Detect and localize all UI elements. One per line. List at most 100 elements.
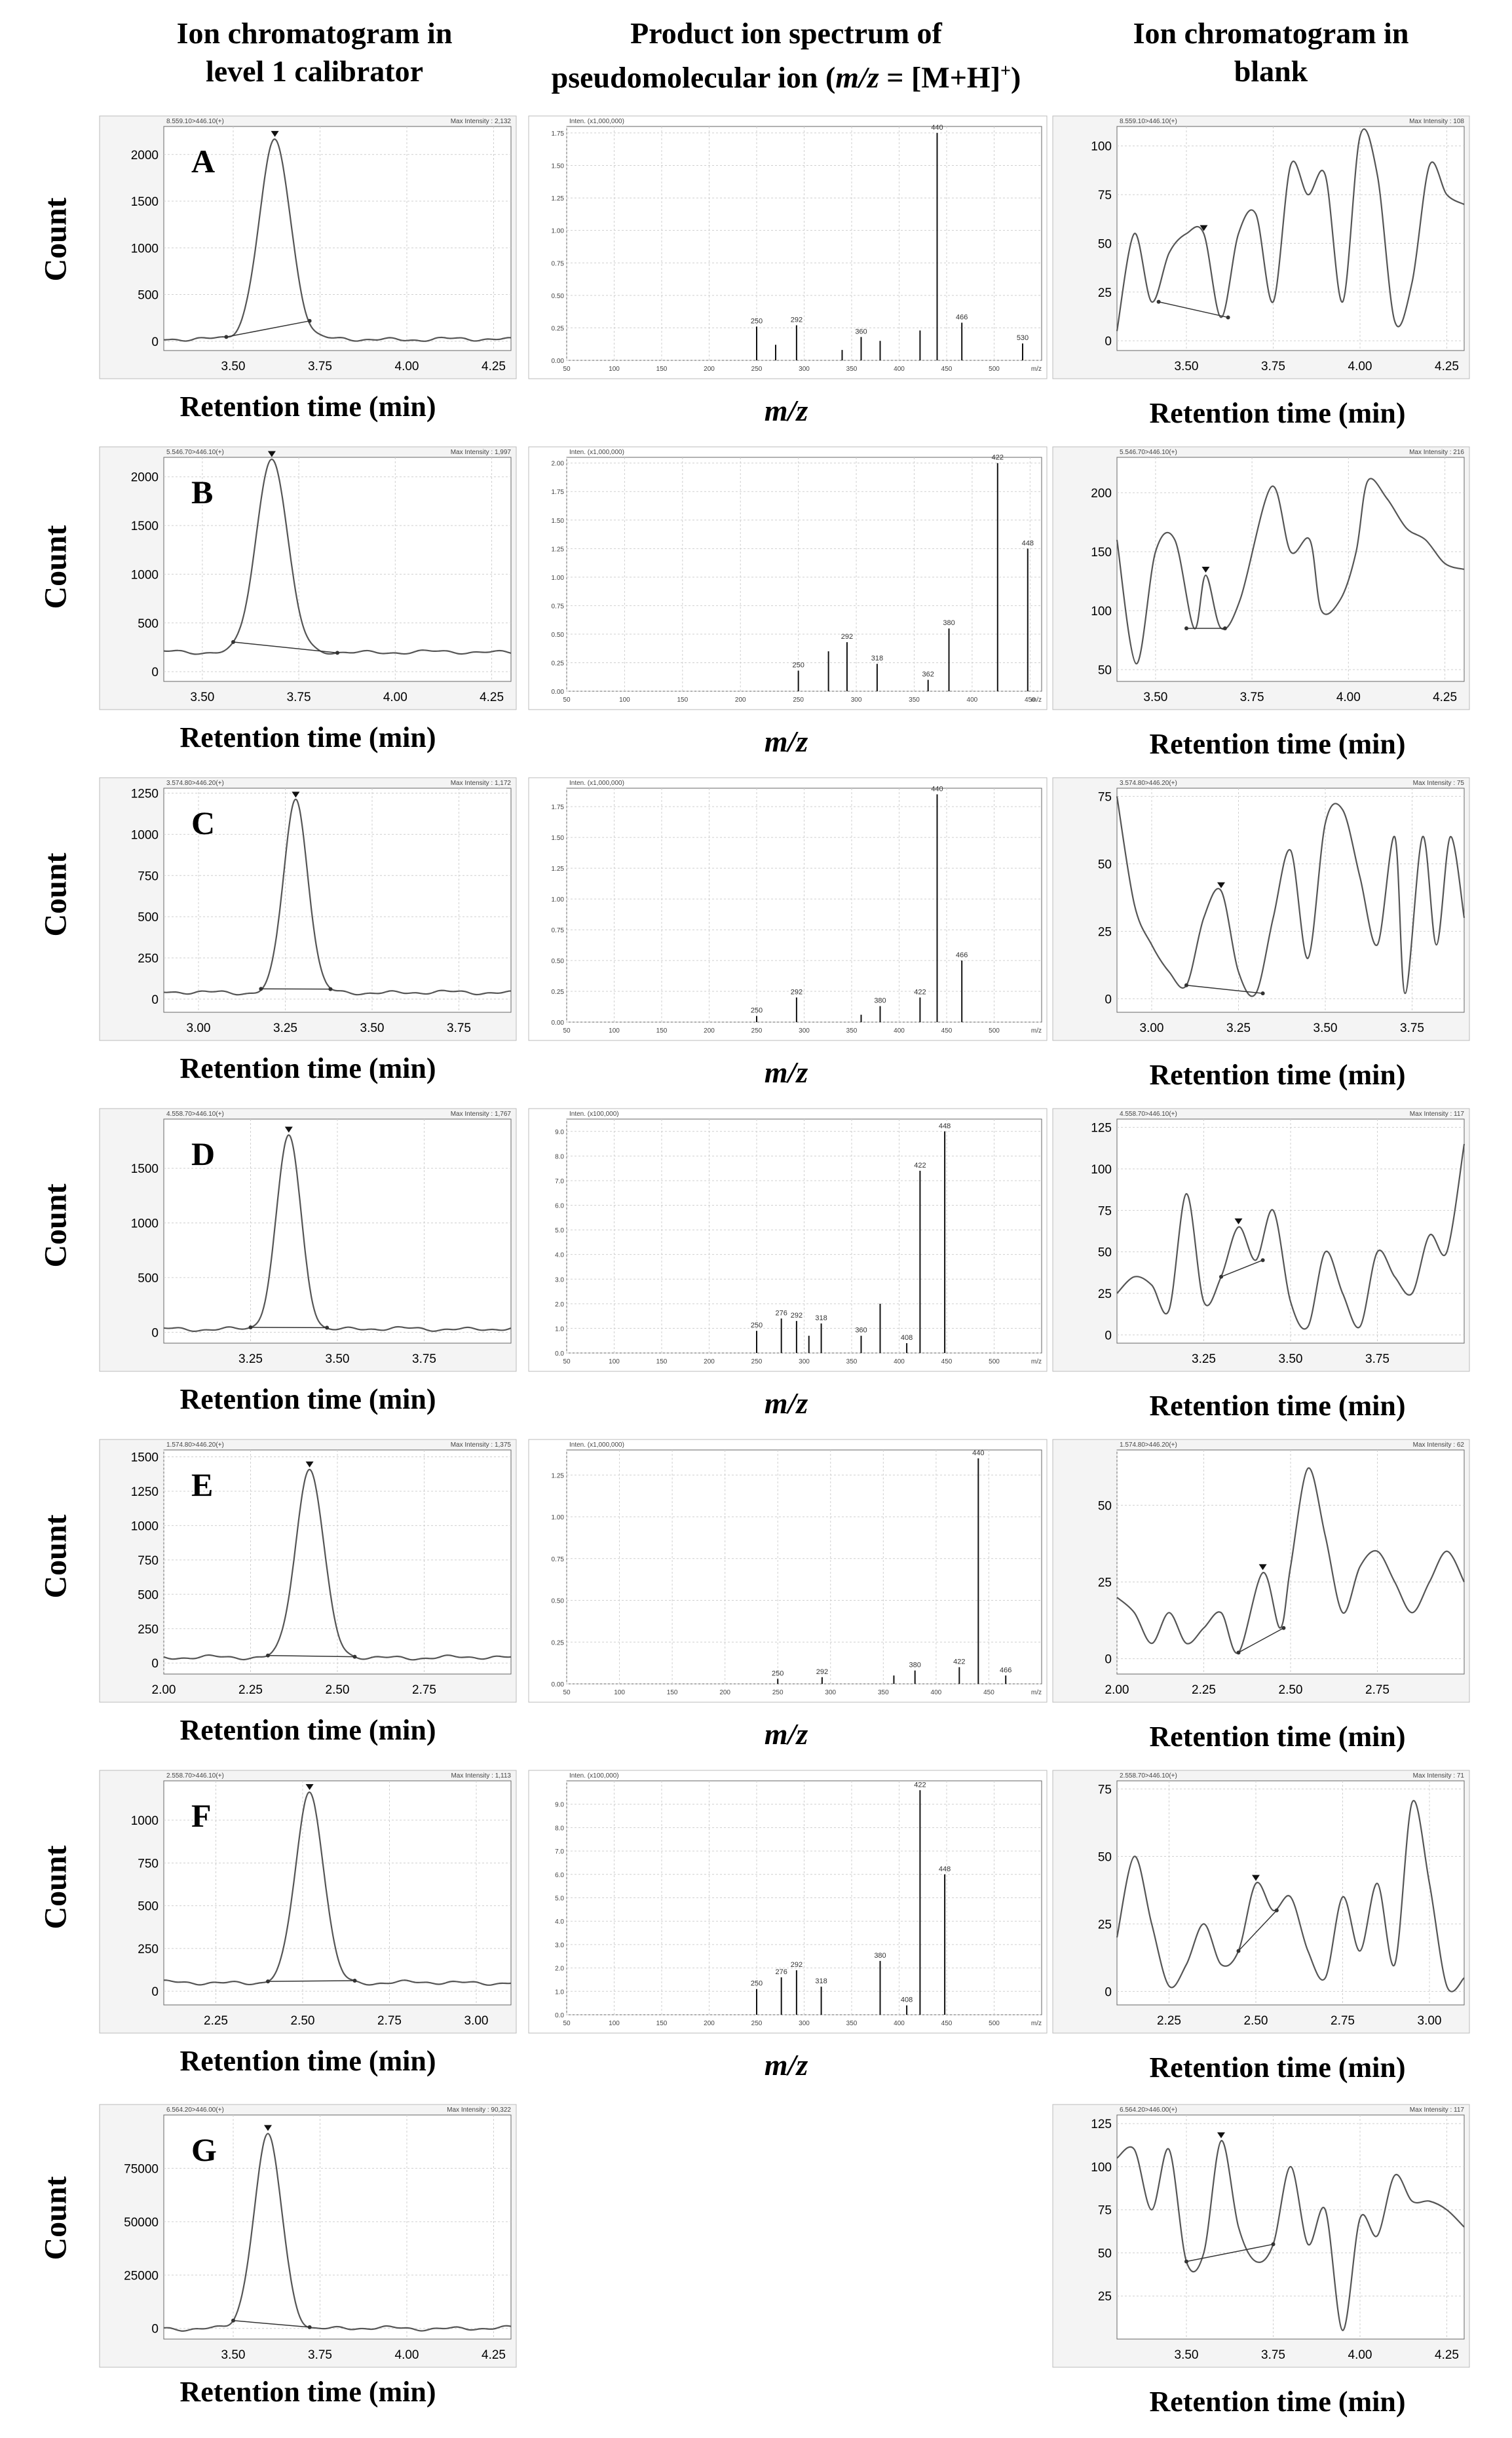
chart-B-ms: 50 100 150 200 250 300 350 400 450 0.00 0.25 0.50 0.… [528,446,1048,710]
panel-letter-F: F [191,1797,212,1834]
x-tick-label: 3.75 [1240,691,1264,704]
x-label-F: Retention time (min) [180,2045,436,2077]
x-tick-label: 150 [667,1689,678,1696]
max-intensity-label: Max Intensity : 1,113 [451,1772,511,1780]
trace-label: 8.559.10>446.10(+) [166,118,224,125]
y-tick-label: 1.25 [552,546,565,553]
chromatogram-trace [1116,1143,1465,1330]
y-tick-label: 0 [151,335,159,349]
x-label-C: Retention time (min) [180,1052,436,1084]
y-label-row-2: Count [38,524,73,609]
x-tick-label: 350 [846,1358,858,1365]
x-tick-label: 4.25 [1435,2348,1459,2362]
plot-area [163,126,512,351]
peak-label: 408 [901,1334,913,1342]
y-label-row-3: Count [38,852,73,937]
header-col3-line1: Ion chromatogram in [1133,16,1409,50]
x-label-G-blank: Retention time (min) [1149,2386,1406,2418]
integration-end-marker [328,987,333,991]
chart-C-blank: 3.00 3.25 3.50 3.75 0 25 50 75 3.574.80>446.20(+… [1052,777,1470,1041]
integration-baseline [1238,1628,1284,1653]
x-tick-label: 250 [751,366,763,373]
y-tick-label: 0 [1105,1985,1112,1999]
trace-label: 8.559.10>446.10(+) [1120,118,1177,125]
peak-label: 408 [901,1996,913,2004]
y-tick-label: 100 [1091,2161,1112,2175]
y-tick-label: 100 [1091,140,1112,154]
y-tick-label: 0.25 [552,989,565,996]
chart-F: 2.25 2.50 2.75 3.00 0 250 500 750 1000 2.558.70>4… [99,1770,517,2034]
x-tick-label: 300 [799,1358,810,1365]
y-tick-label: 1.75 [552,130,565,138]
x-tick-label: 2.75 [1365,1683,1389,1697]
y-tick-label: 1.75 [552,489,565,496]
y-tick-label: 500 [138,1588,159,1602]
y-tick-label: 1500 [131,520,159,533]
y-tick-label: 0.25 [552,1639,565,1647]
y-tick-label: 7.0 [555,1848,564,1856]
header-col1-line1: Ion chromatogram in [176,16,453,50]
chart-A: 3.50 3.75 4.00 4.25 0 500 1000 1500 2000 8.559.10… [99,115,517,379]
x-tick-label: 150 [677,696,688,704]
x-tick-label: 4.00 [1348,2348,1372,2362]
y-tick-label: 8.0 [555,1153,564,1160]
y-tick-label: 0 [151,666,159,679]
x-tick-label: 3.50 [1279,1352,1303,1366]
peak-label: 318 [815,1977,827,1985]
x-tick-label: 200 [704,366,715,373]
x-tick-label: 2.50 [1279,1683,1303,1697]
y-tick-label: 25 [1098,286,1112,300]
y-label-row-4: Count [38,1183,73,1268]
x-label-G: Retention time (min) [180,2376,436,2408]
peak-label: 250 [751,1322,763,1329]
y-tick-label: 0 [151,2323,159,2336]
x-tick-label: 300 [825,1689,836,1696]
y-tick-label: 1.25 [552,195,565,202]
x-tick-label: 3.50 [221,360,246,373]
x-label-B-blank: Retention time (min) [1149,728,1406,760]
x-tick-label: 2.75 [1331,2014,1355,2028]
y-tick-label: 0.50 [552,1598,565,1605]
y-tick-label: 250 [138,952,159,966]
max-intensity-label: Max Intensity : 1,375 [451,1441,512,1449]
max-intensity-label: Max Intensity : 1,767 [451,1111,512,1118]
y-tick-label: 750 [138,869,159,883]
peak-apex-marker [1217,2132,1225,2139]
x-tick-label: 3.50 [1314,1021,1338,1035]
x-tick-label: 4.25 [482,360,506,373]
plot-area [163,788,512,1013]
x-tick-label: 100 [614,1689,625,1696]
x-label-D: Retention time (min) [180,1383,436,1415]
x-tick-label: 50 [563,696,571,704]
x-tick-label: 450 [1025,696,1036,704]
plot-area [566,788,1042,1023]
y-tick-label: 0.00 [552,1019,565,1027]
y-tick-label: 0.00 [552,358,565,365]
integration-end-marker [335,651,339,655]
peak-label: 250 [792,662,804,670]
integration-start-marker [1236,1949,1241,1953]
y-tick-label: 500 [138,617,159,631]
x-tick-label: 50 [563,366,571,373]
x-tick-label: 4.00 [383,691,407,704]
peak-label: 362 [922,671,934,679]
integration-start-marker [1219,1274,1223,1279]
plot-area [1116,1780,1465,2006]
y-tick-label: 2000 [131,149,159,162]
max-intensity-label: Max Intensity : 90,322 [447,2106,511,2114]
y-tick-label: 125 [1091,2118,1112,2131]
integration-end-marker [307,2325,312,2329]
peak-apex-marker [284,1126,293,1133]
y-axis-unit-label: Inten. (x1,000,000) [569,118,624,125]
panel-letter-D: D [191,1135,215,1172]
integration-end-marker [325,1325,330,1330]
x-tick-label: 3.50 [1175,2348,1199,2362]
x-tick-label: 200 [704,1027,715,1035]
x-tick-label: 150 [656,1027,668,1035]
y-tick-label: 200 [1091,487,1112,501]
peak-label: 530 [1017,334,1029,342]
integration-baseline [233,641,338,654]
trace-label: 3.574.80>446.20(+) [1120,780,1177,787]
integration-end-marker [352,1654,357,1659]
x-label-C-ms: m/z [764,1056,808,1089]
